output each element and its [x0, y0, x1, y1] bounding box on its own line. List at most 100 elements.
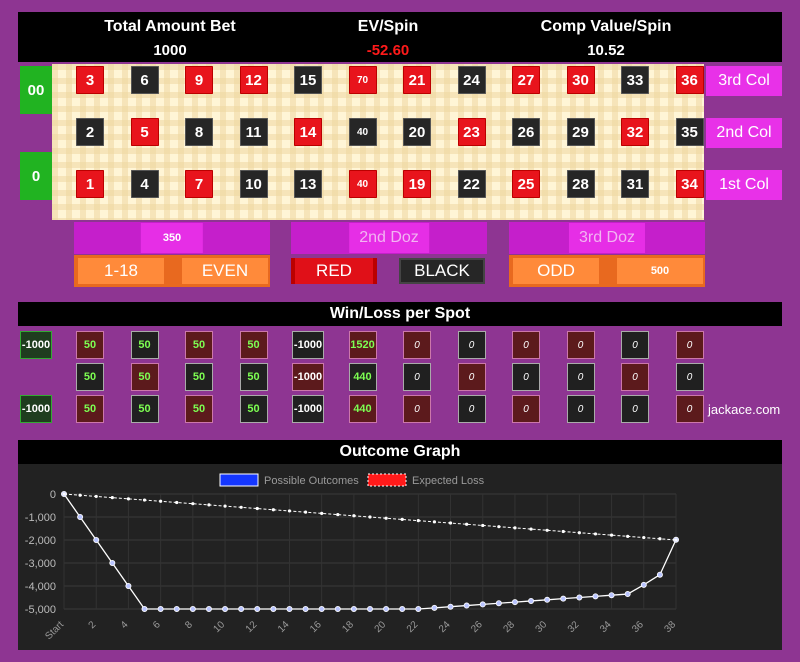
- double-zero-spot[interactable]: 00: [20, 66, 52, 114]
- odd-button[interactable]: ODD: [513, 258, 599, 284]
- winloss-value: 0: [675, 395, 704, 423]
- zero-spot[interactable]: 0: [20, 152, 52, 200]
- x-tick-label: 16: [308, 619, 324, 635]
- number-spot[interactable]: 30: [566, 66, 595, 94]
- number-spot[interactable]: 12: [239, 66, 268, 94]
- number-spot[interactable]: 3: [76, 66, 104, 94]
- number-spot[interactable]: 22: [457, 170, 486, 198]
- number-spot[interactable]: 11: [239, 118, 268, 146]
- outcome-point: [495, 600, 502, 607]
- outcome-point: [302, 605, 309, 612]
- number-spot[interactable]: 9: [185, 66, 213, 94]
- stats-header: [18, 12, 782, 62]
- red-button[interactable]: RED: [291, 258, 377, 284]
- expected-loss-point: [400, 517, 404, 522]
- number-spot[interactable]: 19: [403, 170, 431, 198]
- winloss-title: Win/Loss per Spot: [18, 302, 782, 326]
- number-spot[interactable]: 5: [130, 118, 159, 146]
- dozen-3rd[interactable]: 3rd Doz: [509, 222, 705, 254]
- column-3rd[interactable]: 3rd Col: [706, 66, 782, 96]
- high-19-36-bet[interactable]: 500: [617, 258, 703, 284]
- bet-chip-spot[interactable]: 40: [348, 118, 377, 146]
- outcome-point: [157, 605, 164, 612]
- number-spot[interactable]: 1: [76, 170, 104, 198]
- number-spot[interactable]: 6: [130, 66, 159, 94]
- winloss-value: 50: [130, 363, 159, 391]
- x-tick-label: 10: [212, 619, 228, 635]
- outcome-point: [109, 560, 116, 567]
- number-spot[interactable]: 28: [566, 170, 595, 198]
- number-spot[interactable]: 4: [130, 170, 159, 198]
- black-button[interactable]: BLACK: [399, 258, 485, 284]
- expected-loss-point: [255, 506, 259, 511]
- number-spot[interactable]: 33: [621, 66, 649, 94]
- number-spot[interactable]: 35: [675, 118, 704, 146]
- number-spot[interactable]: 32: [621, 118, 649, 146]
- winloss-value: 0: [457, 363, 486, 391]
- number-spot[interactable]: 31: [621, 170, 649, 198]
- number-spot[interactable]: 24: [457, 66, 486, 94]
- outcome-point: [640, 581, 647, 588]
- even-button[interactable]: EVEN: [182, 258, 268, 284]
- winloss-value: 0: [512, 363, 540, 391]
- expected-loss-point: [78, 493, 82, 497]
- number-spot[interactable]: 36: [675, 66, 704, 94]
- expected-loss-point: [529, 527, 533, 531]
- outcome-point: [576, 594, 583, 601]
- winloss-value: 50: [76, 395, 104, 423]
- legend-swatch: [367, 473, 407, 487]
- expected-loss-point: [609, 533, 614, 537]
- expected-loss-point: [448, 521, 453, 525]
- dozen-1st[interactable]: 350: [74, 222, 270, 254]
- outside-bets-mid: RED BLACK: [291, 255, 487, 287]
- number-spot[interactable]: 34: [675, 170, 704, 198]
- expected-loss-point: [674, 538, 678, 542]
- expected-loss-point: [126, 497, 131, 501]
- expected-loss-point: [271, 508, 275, 512]
- outcome-point: [447, 603, 454, 610]
- outcome-point: [254, 605, 261, 612]
- number-spot[interactable]: 7: [185, 170, 213, 198]
- outcome-point: [511, 599, 518, 606]
- expected-loss-point: [497, 525, 501, 529]
- expected-loss-point: [94, 494, 98, 499]
- winloss-value: 50: [76, 363, 104, 391]
- winloss-value: 50: [130, 331, 159, 359]
- number-spot[interactable]: 15: [294, 66, 322, 94]
- low-1-18-button[interactable]: 1-18: [78, 258, 164, 284]
- number-spot[interactable]: 21: [403, 66, 431, 94]
- winloss-value: 440: [348, 395, 377, 423]
- dozen-2nd[interactable]: 2nd Doz: [291, 222, 487, 254]
- number-spot[interactable]: 26: [512, 118, 540, 146]
- expected-loss-point: [239, 505, 243, 509]
- number-spot[interactable]: 20: [403, 118, 431, 146]
- outcome-point: [270, 605, 277, 612]
- legend-label: Possible Outcomes: [264, 475, 359, 487]
- number-spot[interactable]: 23: [457, 118, 486, 146]
- expected-loss-point: [336, 512, 340, 517]
- expected-loss-point: [352, 514, 356, 518]
- bet-chip-spot[interactable]: 70: [348, 66, 377, 94]
- number-spot[interactable]: 14: [294, 118, 322, 146]
- expected-loss-point: [626, 534, 630, 538]
- number-spot[interactable]: 27: [512, 66, 540, 94]
- comp-label: Comp Value/Spin: [540, 18, 672, 35]
- winloss-value: 0: [675, 363, 704, 391]
- x-tick-label: 2: [87, 619, 99, 631]
- number-spot[interactable]: 25: [512, 170, 540, 198]
- column-2nd[interactable]: 2nd Col: [706, 118, 782, 148]
- number-spot[interactable]: 13: [294, 170, 322, 198]
- number-spot[interactable]: 8: [185, 118, 213, 146]
- number-spot[interactable]: 29: [566, 118, 595, 146]
- number-spot[interactable]: 2: [76, 118, 104, 146]
- expected-loss-point: [642, 535, 646, 540]
- bet-chip-spot[interactable]: 40: [348, 170, 377, 198]
- outcome-point: [238, 605, 245, 612]
- winloss-value: 440: [348, 363, 377, 391]
- outcome-point: [286, 605, 293, 612]
- expected-loss-point: [432, 520, 437, 524]
- column-1st[interactable]: 1st Col: [706, 170, 782, 200]
- number-spot[interactable]: 10: [239, 170, 268, 198]
- x-tick-label: 34: [598, 619, 614, 635]
- winloss-value: 0: [675, 331, 704, 359]
